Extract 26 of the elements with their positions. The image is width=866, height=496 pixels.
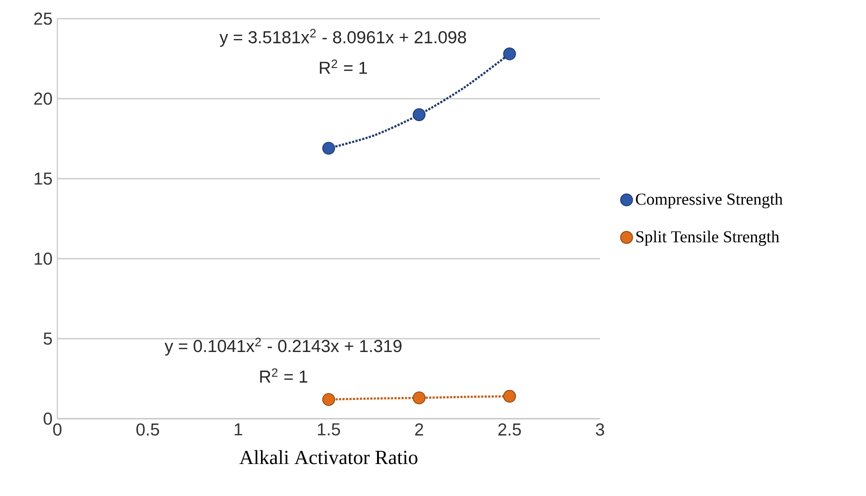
point xyxy=(322,393,336,406)
annotation: y = 0.1041x$^{2}$ - 0.2143x + 1.319 xyxy=(164,338,402,356)
y-tick-label: 0 xyxy=(44,412,52,425)
y-tick-label: 5 xyxy=(44,332,52,345)
legend-label: Split Tensile Strength xyxy=(636,230,780,246)
point xyxy=(503,47,516,60)
annotation: R$^{2}$ = 1 xyxy=(260,368,308,383)
point xyxy=(322,142,336,155)
x-tick-label: 0 xyxy=(53,423,62,436)
point xyxy=(412,108,426,122)
y-tick-label: 15 xyxy=(34,172,52,185)
y-tick-label: 20 xyxy=(34,92,52,105)
x-tick-label: 3 xyxy=(596,423,604,436)
x-tick-label: 2.5 xyxy=(498,423,521,436)
annotation: y = 3.5181x$^{2}$ - 8.0961x + 21.098 xyxy=(219,28,466,47)
x-axis-title: Alkali Activator Ratio xyxy=(239,450,418,464)
x-tick-label: 1 xyxy=(234,423,242,436)
y-tick-label: 25 xyxy=(34,12,52,25)
x-tick-label: 0.5 xyxy=(136,423,160,436)
point xyxy=(412,391,426,404)
annotation: R$^{2}$ = 1 xyxy=(320,60,367,74)
x-tick-label: 1.5 xyxy=(318,423,340,436)
point xyxy=(503,390,516,403)
y-tick-label: 10 xyxy=(34,252,52,265)
x-tick-label: 2 xyxy=(415,423,424,436)
legend-label: Compressive Strength xyxy=(636,193,783,208)
